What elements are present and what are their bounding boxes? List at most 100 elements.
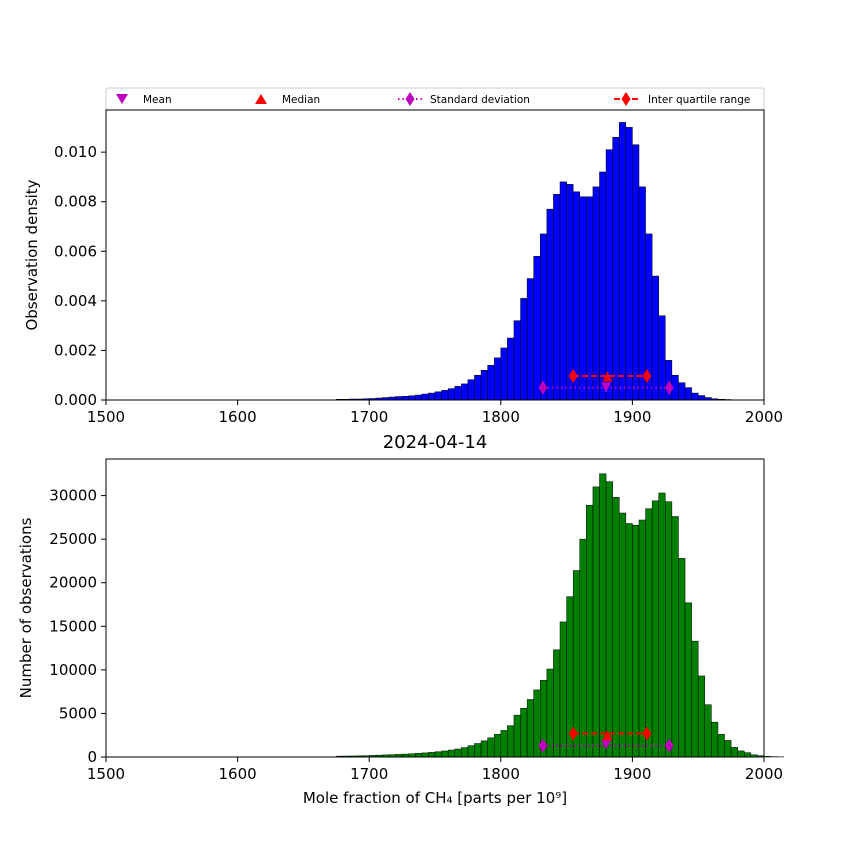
iqr-high-marker	[642, 726, 652, 741]
histogram-bar	[428, 752, 436, 758]
histogram-bar	[665, 360, 673, 401]
std-high-marker	[664, 380, 674, 395]
histogram-bar	[520, 298, 528, 401]
histogram-bar	[599, 171, 607, 401]
count-stats-overlay	[538, 726, 674, 753]
histogram-bar	[744, 752, 752, 758]
histogram-bar	[428, 392, 436, 401]
histogram-bar	[645, 508, 653, 758]
histogram-bar	[395, 396, 403, 401]
legend: Mean Median Standard deviation Inter qua…	[105, 87, 765, 111]
x-tick-label: 1600	[219, 765, 257, 783]
count-y-ticks: 0 5000 10000 15000 20000 25000 30000	[49, 487, 106, 766]
histogram-bar	[737, 750, 745, 758]
histogram-bar	[441, 390, 449, 401]
histogram-bar	[638, 519, 646, 758]
histogram-bar	[480, 370, 488, 401]
x-tick-label: 2000	[745, 765, 783, 783]
iqr-diamond-icon	[621, 92, 631, 106]
y-tick-label: 15000	[49, 617, 97, 635]
histogram-bar	[678, 558, 686, 758]
histogram-bar	[612, 137, 620, 401]
count-axes-frame	[105, 458, 765, 758]
histogram-bar	[434, 751, 442, 758]
density-axes-frame	[105, 109, 765, 401]
y-tick-label: 20000	[49, 574, 97, 592]
histogram-bar	[697, 395, 706, 401]
histogram-bar	[493, 357, 502, 401]
std-low-marker	[538, 380, 548, 395]
histogram-bar	[651, 500, 659, 758]
histogram-bar	[592, 486, 600, 758]
y-tick-label: 0	[87, 748, 97, 766]
histogram-bar	[572, 191, 581, 401]
histogram-bar	[441, 750, 449, 758]
legend-label-mean: Mean	[143, 94, 172, 106]
histogram-bar	[401, 396, 409, 401]
histogram-bar	[553, 649, 561, 758]
median-marker	[602, 730, 613, 741]
histogram-bar	[487, 365, 495, 401]
histogram-bar	[625, 523, 633, 758]
x-tick-label: 1800	[482, 765, 520, 783]
y-tick-label: 0.006	[54, 242, 97, 260]
histogram-bar	[500, 347, 508, 401]
density-bars	[336, 122, 758, 401]
histogram-bar	[632, 144, 640, 401]
histogram-bar	[612, 497, 620, 758]
histogram-bar	[520, 707, 528, 758]
histogram-bar	[513, 320, 521, 401]
histogram-bar	[480, 740, 488, 758]
count-histogram-panel: 2024-04-14 1500 1600 1700 1800 1900 2000 0 500…	[17, 432, 784, 807]
histogram-bar	[546, 208, 554, 401]
histogram-bar	[533, 255, 541, 401]
histogram-bar	[638, 186, 646, 401]
histogram-bar	[684, 602, 692, 758]
histogram-bar	[467, 379, 475, 401]
histogram-bar	[474, 374, 482, 401]
std-diamond-icon	[405, 92, 415, 106]
histogram-bar	[526, 278, 534, 401]
iqr-low-marker	[568, 726, 578, 741]
histogram-bar	[461, 747, 469, 758]
histogram-bar	[408, 395, 416, 401]
y-tick-label: 0.010	[54, 143, 97, 161]
histogram-bar	[717, 734, 725, 758]
y-tick-label: 0.004	[54, 292, 97, 310]
histogram-bar	[507, 337, 515, 401]
x-tick-label: 1900	[613, 408, 651, 426]
histogram-bar	[500, 730, 508, 758]
histogram-bar	[415, 753, 423, 758]
histogram-bar	[421, 752, 429, 758]
histogram-bar	[415, 394, 423, 401]
histogram-bar	[724, 740, 732, 758]
histogram-bar	[658, 315, 666, 401]
histogram-bar	[553, 194, 561, 401]
x-tick-label: 1800	[482, 408, 520, 426]
histogram-bar	[625, 127, 633, 401]
count-y-axis-label: Number of observations	[17, 517, 35, 698]
x-tick-label: 2000	[745, 408, 783, 426]
iqr-high-marker	[642, 368, 652, 383]
histogram-bar	[711, 721, 719, 758]
histogram-bar	[546, 668, 554, 758]
mean-marker	[601, 739, 612, 750]
histogram-bar	[579, 196, 587, 401]
y-tick-label: 30000	[49, 487, 97, 505]
mean-marker	[601, 382, 612, 393]
x-tick-label: 1500	[87, 408, 125, 426]
histogram-bar	[605, 481, 613, 758]
histogram-bar	[618, 122, 627, 401]
median-marker	[602, 371, 613, 382]
legend-entry-iqr: Inter quartile range	[614, 92, 750, 106]
density-x-ticks: 1500 1600 1700 1800 1900 2000	[87, 400, 783, 426]
histogram-bar	[447, 388, 455, 401]
std-high-marker	[664, 738, 674, 753]
count-x-axis-label: Mole fraction of CH₄ [parts per 10⁹]	[303, 789, 567, 807]
histogram-bar	[691, 392, 699, 401]
histogram-bar	[586, 504, 594, 758]
histogram-bar	[434, 391, 442, 401]
histogram-bar	[487, 737, 495, 758]
